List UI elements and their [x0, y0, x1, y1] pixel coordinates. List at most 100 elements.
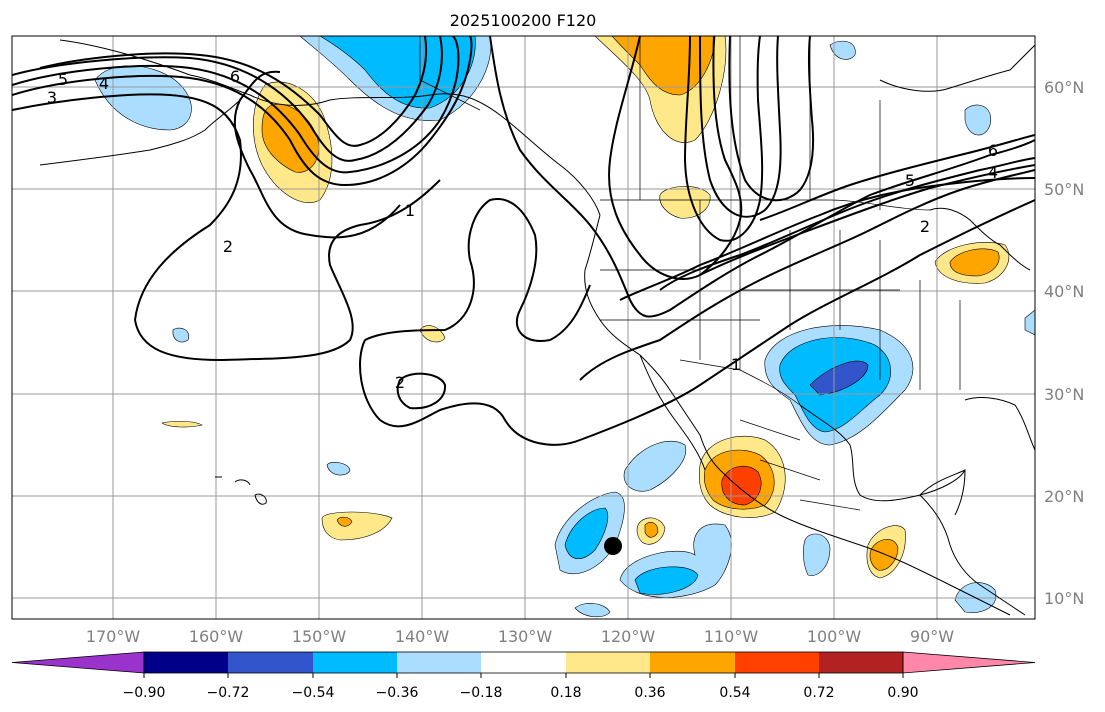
cbar-label-1: −0.90	[123, 685, 166, 701]
contours	[12, 36, 1035, 446]
coast-alaska	[59, 39, 601, 216]
contour-label-3-west: 3	[47, 88, 57, 107]
contour-ridge-4	[699, 36, 782, 218]
contour-ridge-1	[489, 36, 1035, 318]
contour-label-1-center: 1	[405, 201, 415, 220]
cbar-label-8: 0.54	[719, 685, 750, 701]
colorbar-segment	[481, 652, 566, 673]
lon-label-160w: 160°W	[189, 627, 244, 646]
colorbar-ticks	[143, 673, 904, 678]
shade-pos-great-lakes-core	[949, 248, 1000, 277]
colorbar-segment	[144, 652, 228, 673]
coast-mexico-west	[719, 469, 1011, 616]
cbar-label-2: −0.72	[207, 685, 250, 701]
colorbar-segment	[819, 652, 903, 673]
coast-gulf	[799, 404, 966, 502]
shade-neg-labrador	[829, 40, 856, 60]
contour-label-4-east: 4	[988, 163, 998, 182]
colorbar-segment	[566, 652, 650, 673]
border-us-canada	[600, 199, 931, 211]
colorbar-segment	[228, 652, 313, 673]
contour-label-group: 5 4 3 6 2 1 2 1 5 4 6 2	[47, 67, 998, 392]
lon-label-140w: 140°W	[395, 627, 450, 646]
contour-1-large	[364, 198, 591, 342]
coastlines	[39, 39, 1035, 616]
contour-label-2-west: 2	[223, 237, 233, 256]
shade-neg-hudson	[964, 104, 992, 136]
contour-1-south	[359, 199, 1035, 446]
coast-baja	[639, 354, 706, 471]
lat-label-20: 20°N	[1044, 487, 1084, 506]
longitude-labels: 170°W 160°W 150°W 140°W 130°W 120°W 110°…	[86, 627, 954, 646]
cbar-label-6: 0.18	[550, 685, 581, 701]
colorbar-segment	[650, 652, 735, 673]
contour-east-7	[759, 134, 1035, 221]
border-canada-prov	[639, 36, 881, 210]
contour-ridge-3	[683, 36, 764, 242]
shade-pos-montana	[659, 186, 711, 219]
lon-label-150w: 150°W	[292, 627, 347, 646]
contour-5	[12, 36, 443, 162]
contour-4	[12, 36, 460, 174]
shade-neg-north-pacific-core	[319, 36, 476, 109]
coast-yucatan	[919, 469, 966, 516]
contour-east-lower	[619, 177, 1035, 301]
coast-great-lakes	[929, 207, 1031, 271]
contour-east-5	[659, 157, 1035, 291]
colorbar-tick-labels: −0.90 −0.72 −0.54 −0.36 −0.18 0.18 0.36 …	[123, 685, 919, 701]
cbar-label-9: 0.72	[803, 685, 834, 701]
shade-neg-epac-1-core	[564, 507, 609, 560]
contour-3	[12, 36, 473, 187]
latitude-labels: 60°N 50°N 40°N 30°N 20°N 10°N	[1044, 78, 1084, 608]
contour-label-6-east: 6	[988, 141, 998, 160]
shade-pos-mexico-core	[721, 465, 762, 506]
contour-label-2-east: 2	[920, 217, 930, 236]
lat-label-10: 10°N	[1044, 589, 1084, 608]
cbar-label-4: −0.36	[376, 685, 419, 701]
coast-hudson	[879, 44, 1035, 92]
contour-1-ring	[233, 70, 401, 239]
colorbar-outline	[143, 651, 904, 674]
shade-neg-small-1	[172, 327, 190, 343]
coast-florida	[964, 397, 1035, 451]
shade-neg-south	[574, 603, 611, 618]
shade-neg-hawaii	[326, 461, 351, 476]
contour-label-5-east: 5	[905, 171, 915, 190]
anomaly-shading	[94, 36, 1035, 618]
colorbar-segment	[735, 652, 819, 673]
lat-label-40: 40°N	[1044, 282, 1084, 301]
contour-ridge-5	[728, 36, 815, 202]
lon-label-130w: 130°W	[498, 627, 553, 646]
contour-ridge-2	[608, 36, 743, 280]
contour-label-4-west: 4	[99, 74, 109, 93]
contour-1-coast	[579, 169, 1035, 381]
border-us-mexico	[679, 359, 801, 406]
contour-east-6	[699, 164, 1035, 276]
contour-2-big	[12, 93, 441, 362]
colorbar: −0.90 −0.72 −0.54 −0.36 −0.18 0.18 0.36 …	[11, 651, 1036, 701]
shade-neg-gulf-ne	[1024, 309, 1035, 336]
shade-neg-epac-4	[803, 533, 831, 576]
shade-pos-guatemala-core	[869, 539, 899, 571]
colorbar-segments	[11, 651, 1036, 674]
political-borders	[419, 36, 961, 511]
colorbar-segment	[313, 652, 397, 673]
contour-label-5-west: 5	[58, 70, 68, 89]
contour-2-small	[396, 372, 447, 410]
colorbar-extend-low	[11, 651, 145, 674]
shade-pos-small-2	[161, 420, 203, 428]
map-border	[11, 35, 1036, 620]
lat-label-30: 30°N	[1044, 385, 1084, 404]
contour-6	[39, 36, 428, 147]
cbar-label-10: 0.90	[887, 685, 918, 701]
contour-label-2-center: 2	[395, 373, 405, 392]
coast-aleutians	[39, 99, 241, 166]
border-alaska-canada	[419, 36, 481, 111]
border-states-1	[600, 200, 961, 390]
cbar-label-5: −0.18	[460, 685, 503, 701]
contour-label-1-east: 1	[731, 355, 741, 374]
coast-central-america	[919, 494, 1026, 616]
map-panel: 5 4 3 6 2 1 2 1 5 4 6 2	[12, 36, 1035, 619]
border-mexico-states	[739, 419, 861, 511]
lat-label-50: 50°N	[1044, 180, 1084, 199]
